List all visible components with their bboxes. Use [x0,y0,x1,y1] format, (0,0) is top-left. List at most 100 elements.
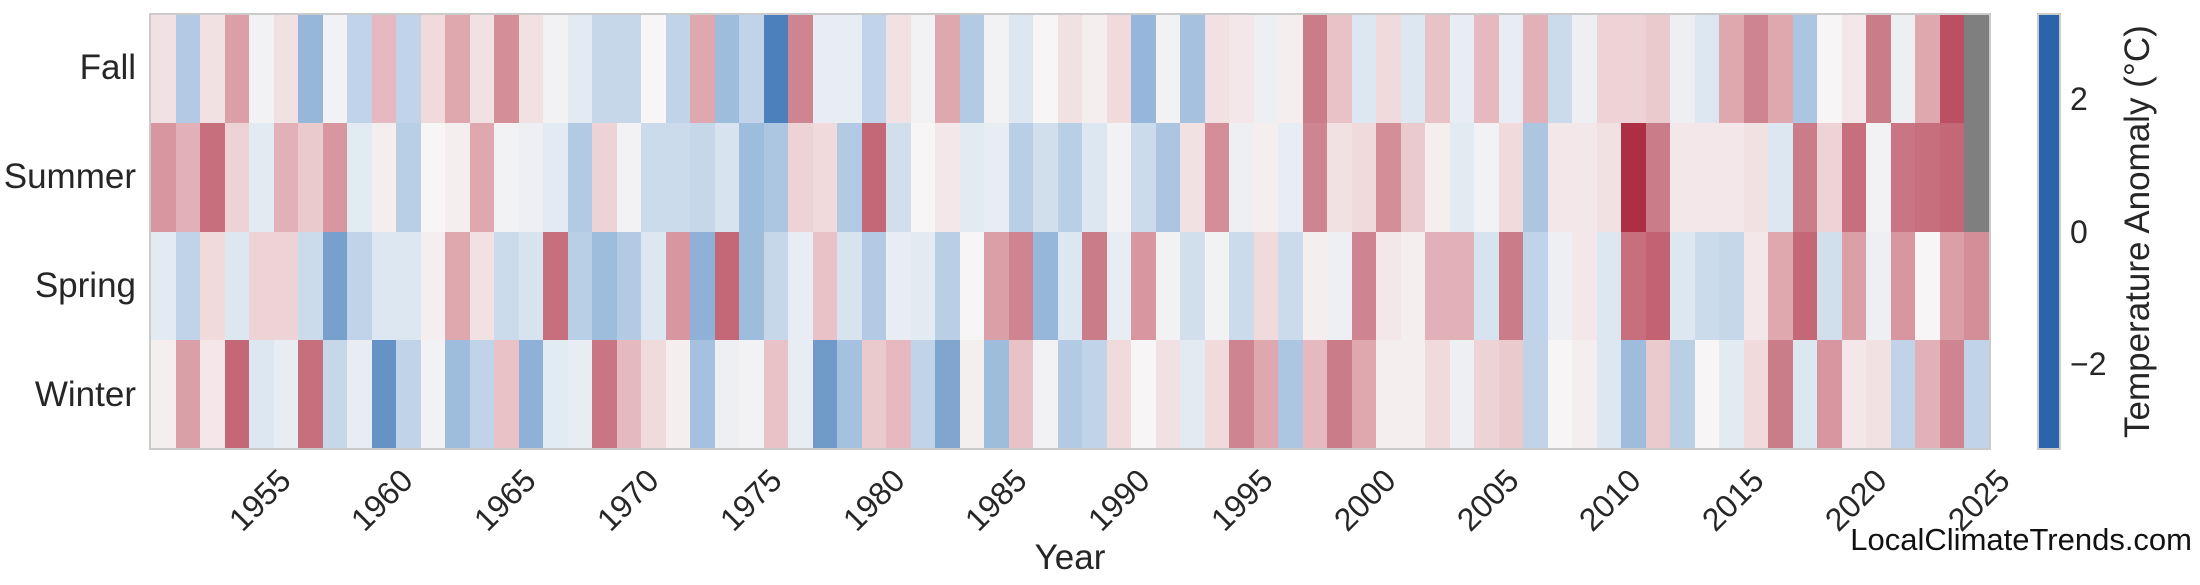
heatmap-cell [1057,123,1082,232]
row-label-fall: Fall [79,47,136,87]
heatmap-cell [469,15,494,124]
heatmap-cell [592,15,617,124]
x-tick-label: 2000 [1326,462,1403,538]
heatmap-cell [616,231,641,340]
heatmap-cell [567,123,592,232]
heatmap-cell [1645,339,1670,448]
heatmap-cell [763,231,788,340]
heatmap-cell [1474,339,1499,448]
heatmap-cell [739,339,764,448]
heatmap-cell [837,123,862,232]
heatmap-cell [200,123,225,232]
heatmap-cell [812,123,837,232]
heatmap-cell [1572,231,1597,340]
heatmap-cell [494,339,519,448]
heatmap-cell [763,123,788,232]
colorbar [2037,13,2061,450]
heatmap-cell [543,339,568,448]
heatmap-cell [910,339,935,448]
heatmap-cell [469,231,494,340]
heatmap-cell [1204,123,1229,232]
heatmap-cell [1719,231,1744,340]
heatmap-cell [224,123,249,232]
heatmap-cell [788,339,813,448]
heatmap-cell [1155,231,1180,340]
heatmap-cell [1572,339,1597,448]
heatmap-cell [1155,15,1180,124]
heatmap-cell [1694,123,1719,232]
heatmap-cell [1523,123,1548,232]
x-tick-label: 1965 [467,462,543,538]
heatmap-cell [1229,15,1254,124]
heatmap-cell [1743,123,1768,232]
heatmap-cell [1866,123,1891,232]
heatmap-cell [1596,15,1621,124]
heatmap-cell [1425,123,1450,232]
heatmap-cell [347,231,372,340]
heatmap-cell [1621,339,1646,448]
heatmap-cell [567,339,592,448]
heatmap-cell [151,123,176,232]
heatmap-cell [1890,231,1915,340]
heatmap-cell [1866,231,1891,340]
heatmap [149,13,1991,450]
heatmap-cell [1351,339,1376,448]
heatmap-cell [592,123,617,232]
heatmap-cell [1866,15,1891,124]
heatmap-cell [1596,231,1621,340]
heatmap-cell [445,123,470,232]
y-axis-row-labels: Fall Summer Spring Winter [0,13,136,450]
heatmap-cell [200,339,225,448]
heatmap-cell [445,15,470,124]
heatmap-cell [1498,231,1523,340]
heatmap-cell [322,15,347,124]
x-tick-label: 1975 [712,462,789,538]
heatmap-cell [861,339,886,448]
heatmap-cell [273,123,298,232]
heatmap-cell [984,15,1009,124]
heatmap-cell [1694,339,1719,448]
x-tick-label: 2005 [1449,462,1526,538]
heatmap-cell [641,339,666,448]
heatmap-cell [1523,15,1548,124]
x-tick-label: 1970 [589,462,666,538]
heatmap-cell [1841,15,1866,124]
heatmap-cell [616,15,641,124]
heatmap-cell [1008,339,1033,448]
heatmap-cell [1131,123,1156,232]
heatmap-cell [910,123,935,232]
heatmap-cell [224,339,249,448]
heatmap-cell [1376,231,1401,340]
heatmap-cell [1033,123,1058,232]
heatmap-cell [1155,339,1180,448]
heatmap-cell [1792,15,1817,124]
heatmap-cell [1817,339,1842,448]
x-tick-label: 1995 [1203,462,1280,538]
heatmap-cell [1180,231,1205,340]
colorbar-tick-label: 0 [2070,213,2088,250]
heatmap-cell [1768,15,1793,124]
heatmap-cell [567,15,592,124]
heatmap-cell [371,231,396,340]
heatmap-cell [1939,123,1964,232]
heatmap-cell [1474,231,1499,340]
heatmap-row-winter [151,339,1989,448]
heatmap-cell [1890,339,1915,448]
heatmap-cell [1425,339,1450,448]
heatmap-cell [1229,123,1254,232]
heatmap-cell [1572,15,1597,124]
heatmap-cell [714,15,739,124]
heatmap-row-fall [151,15,1989,124]
heatmap-cell [837,339,862,448]
heatmap-cell [886,123,911,232]
heatmap-cell [200,15,225,124]
heatmap-cell [1449,15,1474,124]
heatmap-cell [151,15,176,124]
heatmap-cell [151,339,176,448]
heatmap-cell [1939,15,1964,124]
x-tick-label: 1960 [344,462,421,538]
heatmap-cell [1621,231,1646,340]
heatmap-cell [984,339,1009,448]
heatmap-cell [273,339,298,448]
heatmap-cell [1817,123,1842,232]
